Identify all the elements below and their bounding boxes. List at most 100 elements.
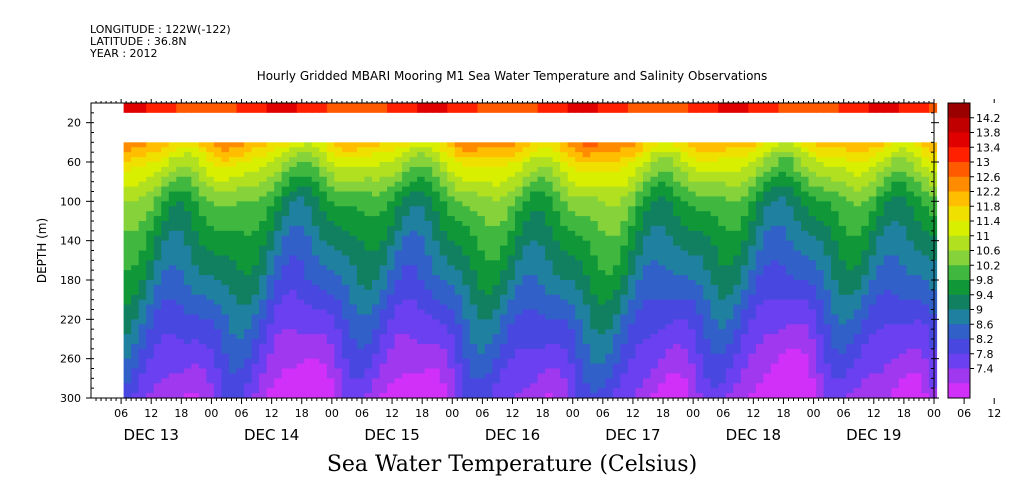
heatmap-cell bbox=[274, 216, 283, 222]
heatmap-cell bbox=[477, 260, 486, 266]
heatmap-cell bbox=[642, 294, 652, 301]
heatmap-cell bbox=[665, 324, 674, 330]
heatmap-cell bbox=[605, 152, 614, 158]
heatmap-cell bbox=[281, 181, 290, 188]
heatmap-cell bbox=[289, 329, 298, 335]
heatmap-cell bbox=[356, 196, 366, 202]
heatmap-cell bbox=[537, 216, 546, 222]
heatmap-cell bbox=[387, 196, 396, 202]
heatmap-cell bbox=[515, 206, 524, 212]
heatmap-cell bbox=[146, 245, 155, 252]
heatmap-cell bbox=[785, 363, 795, 370]
heatmap-cell bbox=[244, 348, 253, 355]
heatmap-cell bbox=[469, 324, 478, 330]
heatmap-cell bbox=[198, 393, 208, 399]
heatmap-cell bbox=[673, 152, 682, 158]
heatmap-cell bbox=[454, 299, 463, 306]
heatmap-cell bbox=[499, 299, 509, 306]
heatmap-cell bbox=[206, 289, 215, 296]
heatmap-cell bbox=[432, 339, 441, 345]
heatmap-cell bbox=[356, 388, 366, 394]
heatmap-cell bbox=[387, 378, 396, 384]
heatmap-cell bbox=[236, 358, 245, 365]
heatmap-cell bbox=[710, 103, 719, 113]
heatmap-cell bbox=[289, 171, 298, 178]
heatmap-cell bbox=[281, 363, 290, 370]
heatmap-cell bbox=[131, 373, 140, 379]
heatmap-cell bbox=[424, 265, 433, 271]
heatmap-cell bbox=[733, 353, 742, 360]
heatmap-cell bbox=[552, 275, 561, 281]
heatmap-cell bbox=[552, 166, 561, 173]
heatmap-cell bbox=[778, 250, 787, 257]
heatmap-cell bbox=[326, 334, 335, 340]
heatmap-cell bbox=[642, 393, 652, 399]
heatmap-cell bbox=[447, 181, 456, 188]
heatmap-cell bbox=[605, 284, 614, 291]
heatmap-cell bbox=[507, 245, 516, 252]
heatmap-cell bbox=[439, 206, 448, 212]
heatmap-cell bbox=[281, 260, 290, 266]
heatmap-cell bbox=[763, 196, 772, 202]
heatmap-cell bbox=[447, 339, 456, 345]
heatmap-cell bbox=[612, 250, 621, 257]
heatmap-cell bbox=[770, 142, 780, 148]
heatmap-cell bbox=[356, 314, 366, 320]
heatmap-cell bbox=[289, 230, 298, 237]
heatmap-cell bbox=[627, 363, 637, 370]
heatmap-cell bbox=[597, 353, 606, 360]
heatmap-cell bbox=[146, 221, 155, 227]
heatmap-cell bbox=[341, 166, 351, 173]
heatmap-cell bbox=[801, 299, 810, 306]
heatmap-cell bbox=[409, 368, 418, 375]
heatmap-cell bbox=[740, 235, 749, 242]
heatmap-cell bbox=[590, 284, 599, 291]
heatmap-cell bbox=[567, 225, 576, 232]
heatmap-cell bbox=[545, 294, 554, 301]
heatmap-cell bbox=[575, 358, 584, 365]
heatmap-cell bbox=[228, 309, 238, 316]
heatmap-cell bbox=[417, 368, 426, 375]
heatmap-cell bbox=[560, 343, 569, 350]
heatmap-cell bbox=[146, 142, 155, 148]
heatmap-cell bbox=[778, 230, 787, 237]
heatmap-cell bbox=[710, 235, 719, 242]
heatmap-cell bbox=[642, 363, 652, 370]
heatmap-cell bbox=[605, 363, 614, 370]
heatmap-cell bbox=[605, 343, 614, 350]
heatmap-cell bbox=[146, 260, 155, 266]
heatmap-cell bbox=[168, 383, 177, 389]
heatmap-cell bbox=[793, 260, 802, 266]
heatmap-cell bbox=[341, 348, 351, 355]
heatmap-cell bbox=[477, 388, 486, 394]
heatmap-cell bbox=[289, 275, 298, 281]
heatmap-cell bbox=[665, 280, 674, 286]
heatmap-cell bbox=[161, 171, 170, 178]
heatmap-cell bbox=[409, 378, 418, 384]
heatmap-cell bbox=[748, 240, 757, 247]
heatmap-cell bbox=[296, 211, 305, 217]
heatmap-cell bbox=[785, 393, 795, 399]
heatmap-cell bbox=[424, 289, 433, 296]
heatmap-cell bbox=[236, 250, 245, 257]
heatmap-cell bbox=[379, 363, 388, 370]
heatmap-cell bbox=[718, 196, 727, 202]
heatmap-cell bbox=[289, 348, 298, 355]
heatmap-cell bbox=[642, 304, 652, 311]
heatmap-cell bbox=[198, 186, 208, 193]
heatmap-cell bbox=[695, 353, 704, 360]
heatmap-cell bbox=[575, 339, 584, 345]
heatmap-cell bbox=[146, 393, 155, 399]
heatmap-cell bbox=[349, 373, 358, 379]
heatmap-cell bbox=[801, 294, 810, 301]
heatmap-cell bbox=[372, 201, 381, 207]
heatmap-cell bbox=[770, 235, 780, 242]
heatmap-cell bbox=[356, 378, 366, 384]
heatmap-cell bbox=[530, 235, 539, 242]
heatmap-cell bbox=[221, 289, 230, 296]
heatmap-cell bbox=[492, 289, 501, 296]
heatmap-cell bbox=[432, 240, 441, 247]
heatmap-cell bbox=[356, 368, 366, 375]
heatmap-cell bbox=[311, 284, 320, 291]
heatmap-cell bbox=[439, 255, 448, 261]
